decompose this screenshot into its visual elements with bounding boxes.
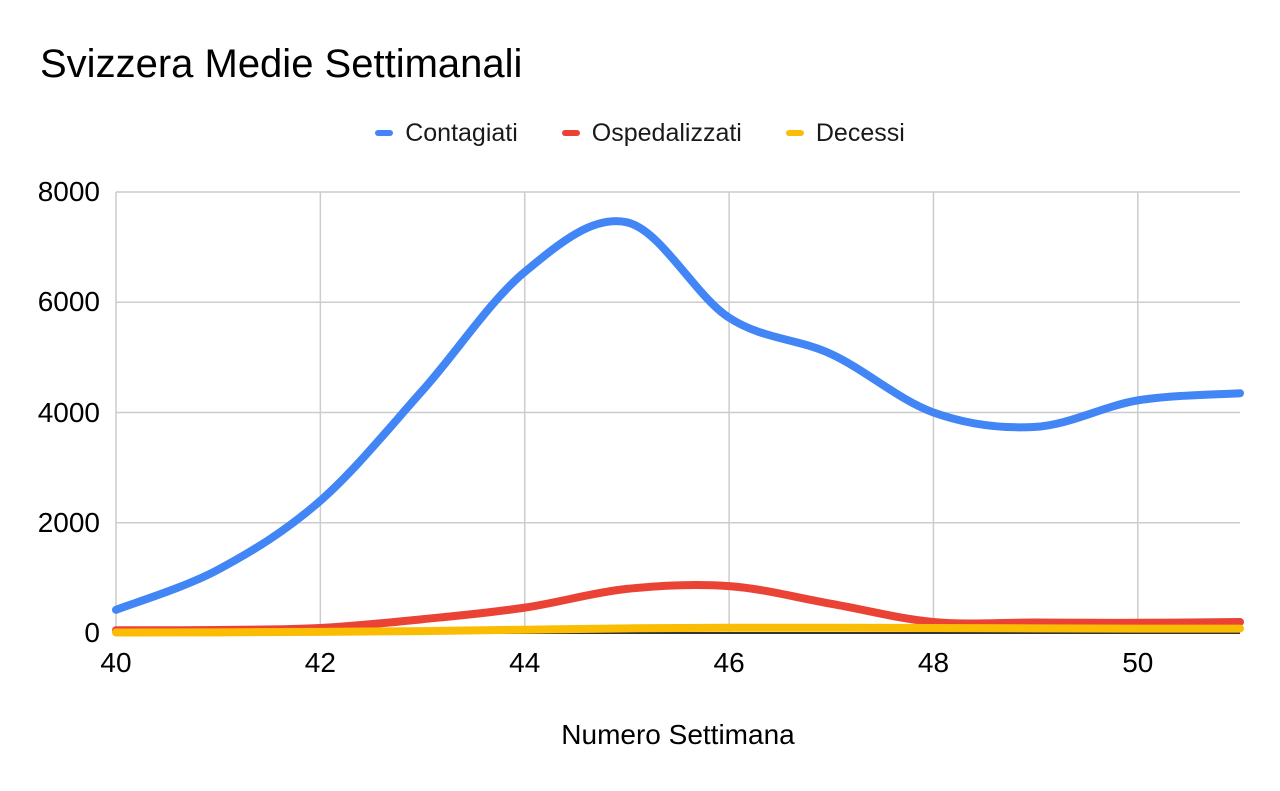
x-tick-44: 44: [509, 647, 541, 678]
y-tick-2000: 2000: [37, 506, 100, 538]
contagiati-line: [112, 217, 1244, 614]
legend-label-contagiati: Contagiati: [405, 118, 518, 147]
legend-item-decessi[interactable]: Decessi: [785, 118, 905, 148]
x-tick-40: 40: [100, 647, 132, 678]
legend-dash-contagiati-icon: [375, 130, 394, 136]
ospedalizzati-line: [112, 580, 1244, 635]
x-tick-48: 48: [917, 647, 950, 678]
legend-label-decessi: Decessi: [815, 118, 905, 147]
x-tick-46: 46: [713, 647, 745, 678]
y-tick-0: 0: [84, 617, 100, 648]
gridlines: [115, 191, 1240, 634]
decessi-line: [112, 623, 1244, 637]
y-tick-4000: 4000: [37, 396, 100, 428]
legend-dash-decessi-icon: [785, 130, 804, 136]
x-tick-50: 50: [1122, 647, 1154, 678]
chart-title: Svizzera Medie Settimanali: [40, 42, 523, 86]
legend-dash-ospedalizzati-icon: [561, 130, 580, 136]
series-lines: [112, 217, 1244, 637]
x-tick-42: 42: [304, 647, 336, 678]
y-tick-6000: 6000: [37, 286, 100, 318]
legend-label-ospedalizzati: Ospedalizzati: [591, 118, 742, 147]
legend-item-contagiati[interactable]: Contagiati: [375, 119, 518, 148]
legend-item-ospedalizzati[interactable]: Ospedalizzati: [561, 118, 742, 148]
y-tick-8000: 8000: [37, 176, 100, 207]
chart-legend: Contagiati Ospedalizzati Decessi: [0, 116, 1280, 150]
x-axis-title: Numero Settimana: [561, 719, 795, 750]
